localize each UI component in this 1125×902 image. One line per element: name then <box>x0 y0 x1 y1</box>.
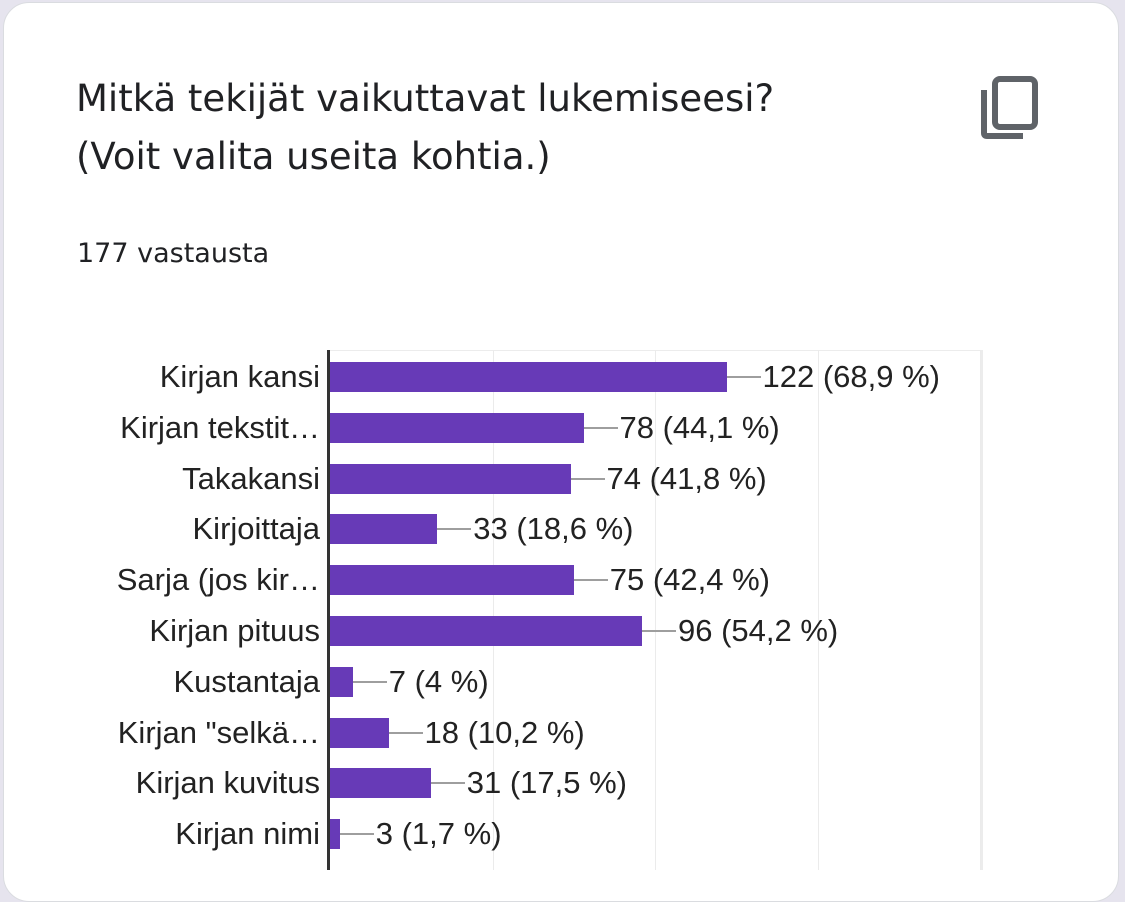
bar-row: Kirjoittaja 33 (18,6 %) <box>0 511 1125 546</box>
bar[interactable] <box>330 514 438 544</box>
category-label: Kirjan tekstit… <box>120 410 320 445</box>
question-summary-card <box>3 2 1119 902</box>
data-label-connector <box>339 833 374 835</box>
copy-chart-button[interactable] <box>978 72 1048 142</box>
question-title: Mitkä tekijät vaikuttavat lukemiseesi? (… <box>76 70 936 186</box>
bar[interactable] <box>330 768 431 798</box>
category-label: Takakansi <box>182 461 320 496</box>
gridline <box>980 350 981 870</box>
response-count: 177 vastausta <box>77 238 270 269</box>
bar[interactable] <box>330 464 571 494</box>
bar[interactable] <box>330 565 574 595</box>
data-label: 33 (18,6 %) <box>473 511 634 546</box>
bar-row: Takakansi 74 (41,8 %) <box>0 461 1125 496</box>
bar-chart: Kirjan kansi 122 (68,9 %) Kirjan tekstit… 7… <box>0 350 1125 870</box>
category-label: Kirjan nimi <box>175 816 320 851</box>
data-label-connector <box>430 782 465 784</box>
gridline <box>655 350 656 870</box>
bar-row: Kirjan kansi 122 (68,9 %) <box>0 359 1125 394</box>
data-label-connector <box>352 681 387 683</box>
bar-row: Kustantaja 7 (4 %) <box>0 664 1125 699</box>
bar[interactable] <box>330 667 353 697</box>
data-label: 31 (17,5 %) <box>466 765 628 800</box>
bar[interactable] <box>330 718 389 748</box>
bar[interactable] <box>330 413 584 443</box>
category-label: Sarja (jos kir… <box>116 562 320 597</box>
data-label-connector <box>388 732 423 734</box>
data-label: 18 (10,2 %) <box>424 715 585 750</box>
data-label-connector <box>437 528 472 530</box>
question-title-line-2: (Voit valita useita kohtia.) <box>76 135 551 178</box>
question-title-line-1: Mitkä tekijät vaikuttavat lukemiseesi? <box>76 77 775 120</box>
bar-row: Kirjan kuvitus 31 (17,5 %) <box>0 765 1125 800</box>
bar[interactable] <box>330 819 340 849</box>
category-label: Kustantaja <box>173 664 321 699</box>
bar-row: Sarja (jos kir… 75 (42,4 %) <box>0 562 1125 597</box>
bar-row: Kirjan "selkä… 18 (10,2 %) <box>0 715 1125 750</box>
data-label-connector <box>583 427 618 429</box>
data-label: 96 (54,2 %) <box>678 613 839 648</box>
gridline <box>817 350 819 870</box>
category-label: Kirjoittaja <box>192 511 321 546</box>
data-label: 7 (4 %) <box>388 664 489 699</box>
category-label: Kirjan kansi <box>159 359 320 394</box>
data-label: 74 (41,8 %) <box>606 461 767 496</box>
bar-row: Kirjan pituus 96 (54,2 %) <box>0 613 1125 648</box>
bar-row: Kirjan tekstit… 78 (44,1 %) <box>0 410 1125 445</box>
category-axis <box>327 350 330 870</box>
gridline <box>492 350 494 870</box>
data-label-connector <box>642 630 676 632</box>
plot-area <box>330 350 983 870</box>
category-label: Kirjan "selkä… <box>117 715 320 750</box>
data-label-connector <box>726 376 761 378</box>
category-label: Kirjan pituus <box>149 613 320 648</box>
data-label: 78 (44,1 %) <box>619 410 780 445</box>
category-label: Kirjan kuvitus <box>135 765 320 800</box>
copy-icon <box>981 76 1038 139</box>
data-label: 122 (68,9 %) <box>762 359 941 394</box>
data-label: 3 (1,7 %) <box>375 816 502 851</box>
data-label-connector <box>570 478 605 480</box>
bar[interactable] <box>330 362 727 392</box>
bar[interactable] <box>330 616 642 646</box>
bar-row: Kirjan nimi 3 (1,7 %) <box>0 816 1125 851</box>
data-label-connector <box>573 579 608 581</box>
data-label: 75 (42,4 %) <box>609 562 771 597</box>
